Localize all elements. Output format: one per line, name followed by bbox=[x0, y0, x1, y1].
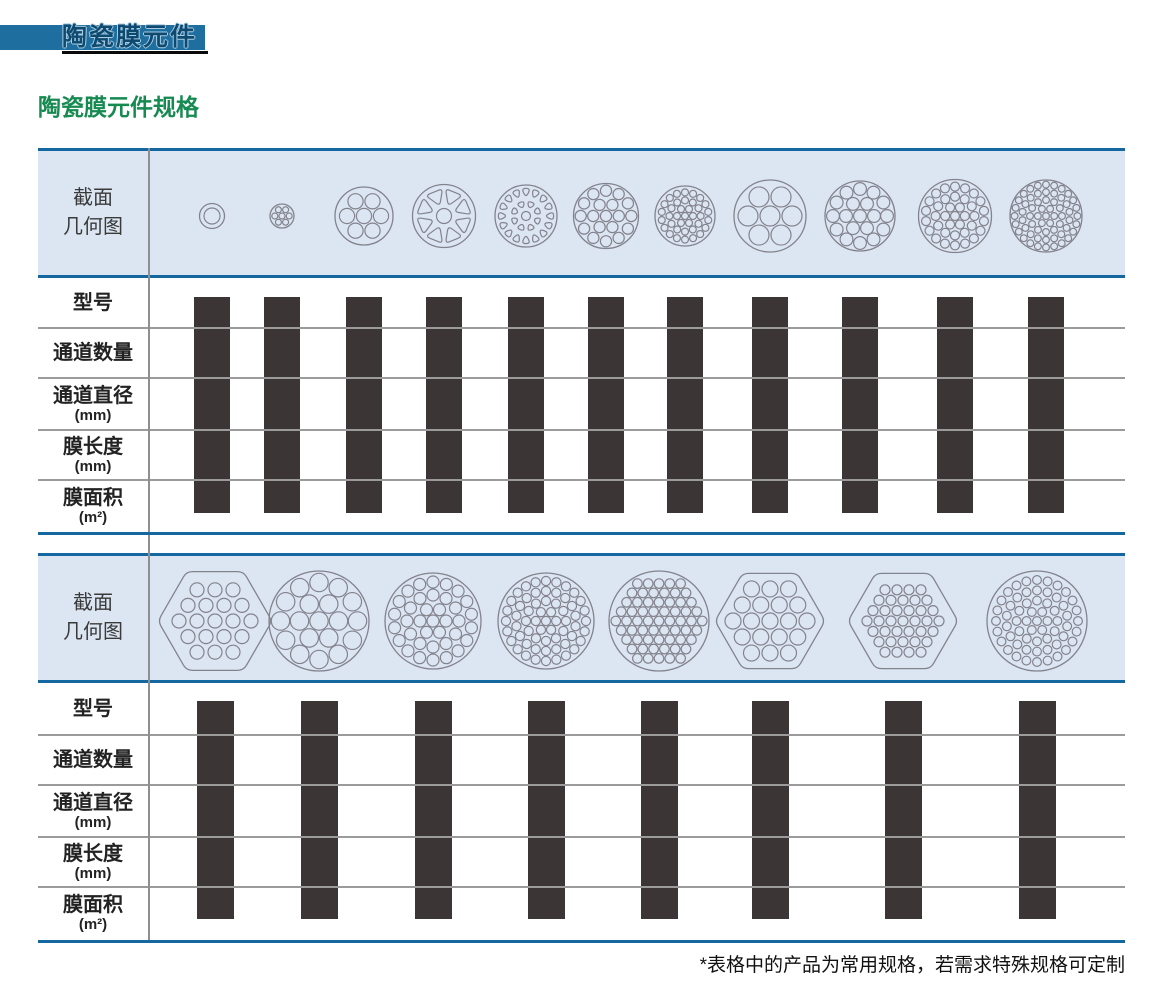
cross-section-diagram bbox=[373, 561, 493, 681]
row-label: 膜长度 (mm) bbox=[38, 430, 148, 480]
cross-section-diagram bbox=[986, 156, 1106, 276]
cross-section-diagram bbox=[546, 156, 666, 276]
row-label-unit: (m²) bbox=[78, 508, 108, 526]
cross-section-diagram bbox=[259, 561, 379, 681]
redacted-value-bar bbox=[346, 297, 382, 513]
grid-line-horizontal bbox=[38, 327, 1125, 329]
grid-line-horizontal bbox=[38, 734, 1125, 736]
cross-section-diagram bbox=[152, 156, 272, 276]
row-label-unit: (mm) bbox=[74, 864, 112, 882]
row-label: 通道数量 bbox=[38, 328, 148, 378]
row-label: 膜长度 (mm) bbox=[38, 837, 148, 887]
redacted-value-bar bbox=[527, 701, 565, 919]
cross-section-band: 截面 几何图 bbox=[38, 148, 1125, 278]
grid-line-horizontal bbox=[38, 377, 1125, 379]
cross-section-diagram bbox=[599, 561, 719, 681]
cross-section-diagram bbox=[466, 156, 586, 276]
row-label-text: 通道数量 bbox=[53, 342, 133, 364]
row-label-text: 膜面积 bbox=[63, 894, 123, 916]
row-label-unit: (m²) bbox=[78, 916, 108, 933]
redacted-value-bar bbox=[842, 297, 878, 513]
corner-label-line2: 几何图 bbox=[63, 621, 123, 643]
cross-section-diagram bbox=[895, 156, 1015, 276]
redacted-value-bar bbox=[426, 297, 462, 513]
redacted-value-bar bbox=[1028, 297, 1064, 513]
page-title: 陶瓷膜元件 bbox=[62, 22, 208, 54]
table-bottom-border bbox=[38, 940, 1125, 943]
cross-section-diagram bbox=[384, 156, 504, 276]
cross-section-diagram bbox=[222, 156, 342, 276]
cross-section-diagram bbox=[843, 561, 963, 681]
corner-label-line2: 几何图 bbox=[63, 216, 123, 238]
grid-line-horizontal bbox=[38, 784, 1125, 786]
row-label-text: 型号 bbox=[73, 292, 113, 314]
footnote: *表格中的产品为常用规格，若需求特殊规格可定制 bbox=[699, 955, 1125, 976]
row-label-text: 通道直径 bbox=[53, 791, 133, 814]
spec-table-1: 截面 几何图 型号 通道数量 通道直径 (mm) 膜长度 (mm) 膜面积 (m²) bbox=[38, 148, 1125, 553]
redacted-value-bar bbox=[264, 297, 300, 513]
row-label-text: 通道直径 bbox=[53, 384, 133, 407]
redacted-value-bar bbox=[194, 297, 230, 513]
row-label-unit: (mm) bbox=[74, 406, 112, 424]
grid-line-vertical bbox=[148, 553, 150, 943]
grid-line-horizontal bbox=[38, 886, 1125, 888]
row-label-text: 型号 bbox=[73, 698, 113, 720]
redacted-value-bar bbox=[752, 297, 788, 513]
cross-section-diagram bbox=[800, 156, 920, 276]
grid-line-horizontal bbox=[38, 836, 1125, 838]
redacted-value-bar bbox=[508, 297, 544, 513]
row-label-unit: (mm) bbox=[74, 457, 112, 475]
row-label: 通道直径 (mm) bbox=[38, 785, 148, 837]
cross-section-band: 截面 几何图 bbox=[38, 553, 1125, 683]
section-title: 陶瓷膜元件规格 bbox=[38, 94, 199, 120]
redacted-value-bar bbox=[937, 297, 973, 513]
corner-label-line1: 截面 bbox=[73, 187, 113, 209]
cross-section-diagram bbox=[710, 561, 830, 681]
row-label-text: 膜长度 bbox=[63, 842, 123, 865]
table-bottom-border bbox=[38, 532, 1125, 535]
row-label: 膜面积 (m²) bbox=[38, 887, 148, 940]
row-label: 型号 bbox=[38, 278, 148, 328]
grid-line-horizontal bbox=[38, 479, 1125, 481]
redacted-value-bar bbox=[640, 701, 678, 919]
grid-line-horizontal bbox=[38, 429, 1125, 431]
corner-label: 截面 几何图 bbox=[38, 151, 148, 275]
redacted-value-bar bbox=[196, 701, 234, 919]
cross-section-diagram bbox=[486, 561, 606, 681]
redacted-value-bar bbox=[751, 701, 789, 919]
row-label: 膜面积 (m²) bbox=[38, 480, 148, 532]
redacted-value-bar bbox=[414, 701, 452, 919]
cross-section-diagram bbox=[155, 561, 275, 681]
redacted-value-bar bbox=[1018, 701, 1056, 919]
redacted-value-bar bbox=[588, 297, 624, 513]
row-label-text: 通道数量 bbox=[53, 749, 133, 771]
row-label-text: 膜面积 bbox=[63, 486, 123, 509]
cross-section-diagram bbox=[977, 561, 1097, 681]
header-bar bbox=[0, 25, 205, 50]
row-label: 型号 bbox=[38, 683, 148, 735]
row-label-text: 膜长度 bbox=[63, 435, 123, 458]
redacted-value-bar bbox=[667, 297, 703, 513]
row-label: 通道数量 bbox=[38, 735, 148, 785]
corner-label-line1: 截面 bbox=[73, 592, 113, 614]
corner-label: 截面 几何图 bbox=[38, 556, 148, 680]
cross-section-diagram bbox=[304, 156, 424, 276]
redacted-value-bar bbox=[300, 701, 338, 919]
cross-section-diagram bbox=[710, 156, 830, 276]
cross-section-diagram bbox=[625, 156, 745, 276]
redacted-value-bar bbox=[884, 701, 922, 919]
spec-table-2: 截面 几何图 型号 通道数量 通道直径 (mm) 膜长度 (mm) 膜面积 (m²) bbox=[38, 553, 1125, 943]
grid-line-vertical bbox=[148, 148, 150, 553]
row-label: 通道直径 (mm) bbox=[38, 378, 148, 430]
row-label-unit: (mm) bbox=[74, 813, 112, 831]
